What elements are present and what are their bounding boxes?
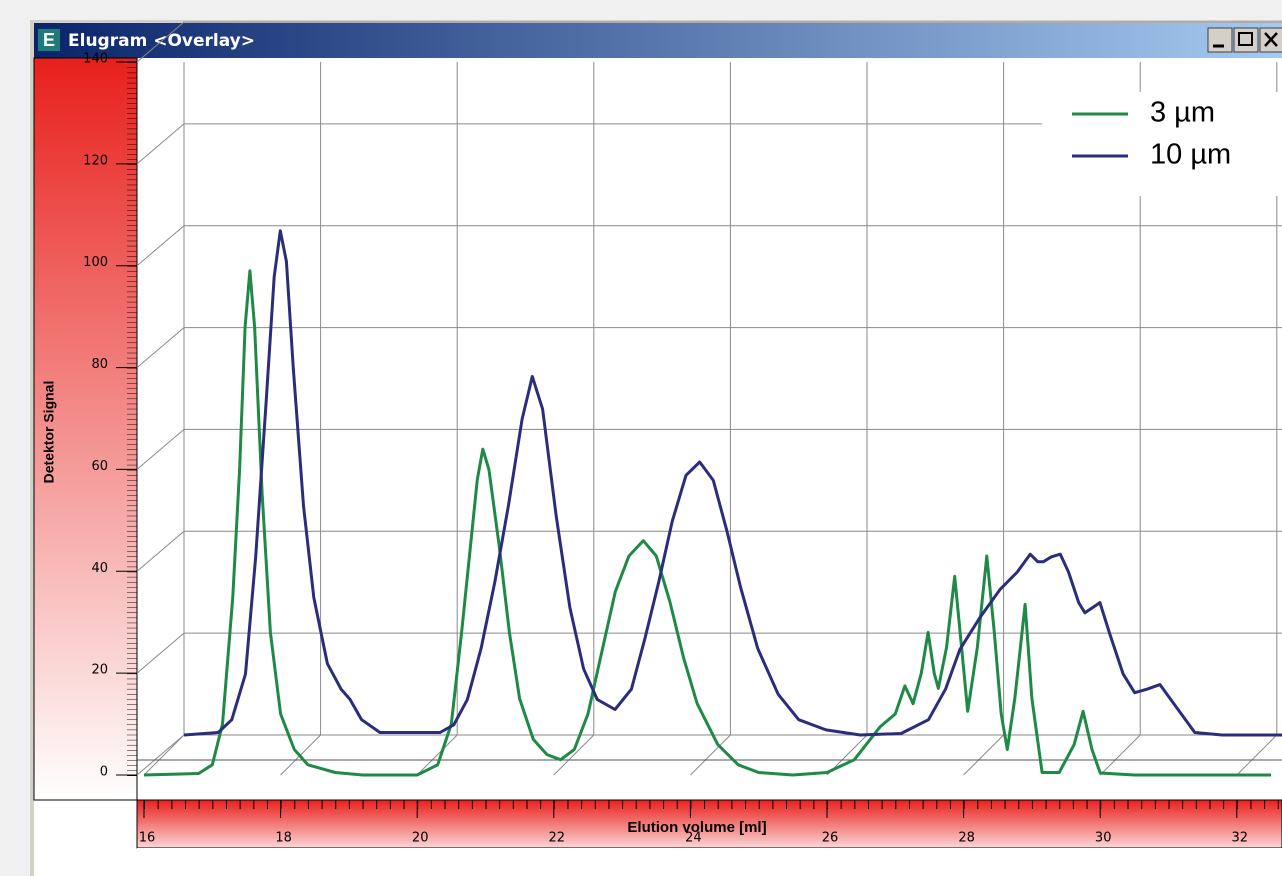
legend-box xyxy=(1042,92,1282,196)
y-tick-label: 40 xyxy=(91,561,108,576)
x-tick-label: 24 xyxy=(685,831,702,846)
window-buttons xyxy=(1207,27,1282,53)
y-tick-label: 80 xyxy=(91,357,108,372)
grid-line xyxy=(136,21,1282,63)
minimize-button[interactable] xyxy=(1207,27,1233,53)
x-axis-title: Elution volume [ml] xyxy=(627,819,766,836)
y-minor-ticks xyxy=(127,62,137,776)
title-bar xyxy=(34,23,1282,58)
grid-line xyxy=(280,62,322,776)
grid-line xyxy=(1099,62,1141,776)
maximize-glyph xyxy=(1238,32,1253,46)
ticks: 0 20 40 60 80 100 120 140 16 18 20 22 24 26 28 30 32 xyxy=(83,52,1248,846)
y-axis-panel xyxy=(33,57,138,801)
legend: 3 µm 10 µm xyxy=(1042,92,1282,196)
maximize-button[interactable] xyxy=(1233,27,1259,53)
series-line xyxy=(183,229,1282,737)
y-tick-label: 60 xyxy=(91,459,108,474)
x-tick-label: 22 xyxy=(549,831,566,846)
grid-line xyxy=(690,62,731,776)
app-icon-letter: E xyxy=(43,30,55,50)
window-bottom xyxy=(137,848,1282,876)
x-tick-label: 28 xyxy=(958,831,975,846)
x-tick-label: 18 xyxy=(275,831,292,846)
legend-label: 3 µm xyxy=(1150,97,1215,129)
y-tick-label: 20 xyxy=(91,663,108,678)
y-axis-title: Detektor Signal xyxy=(41,381,57,484)
x-tick-label: 16 xyxy=(139,831,156,846)
grid-line xyxy=(553,62,595,776)
y-tick-label: 120 xyxy=(83,153,108,168)
plot-lines xyxy=(143,229,1282,777)
legend-label: 10 µm xyxy=(1150,139,1231,171)
series-line xyxy=(143,269,1271,777)
x-tick-label: 20 xyxy=(412,831,429,846)
y-tick-label: 140 xyxy=(83,52,108,67)
app-icon xyxy=(38,29,60,51)
x-tick-label: 32 xyxy=(1232,831,1249,846)
grid-line xyxy=(416,62,458,776)
x-minor-ticks xyxy=(137,800,1282,810)
y-tick-label: 100 xyxy=(83,255,108,270)
y-tick-label: 0 xyxy=(100,765,108,780)
x-tick-label: 30 xyxy=(1095,831,1112,846)
close-glyph xyxy=(1264,32,1278,47)
x-tick-label: 26 xyxy=(822,831,839,846)
